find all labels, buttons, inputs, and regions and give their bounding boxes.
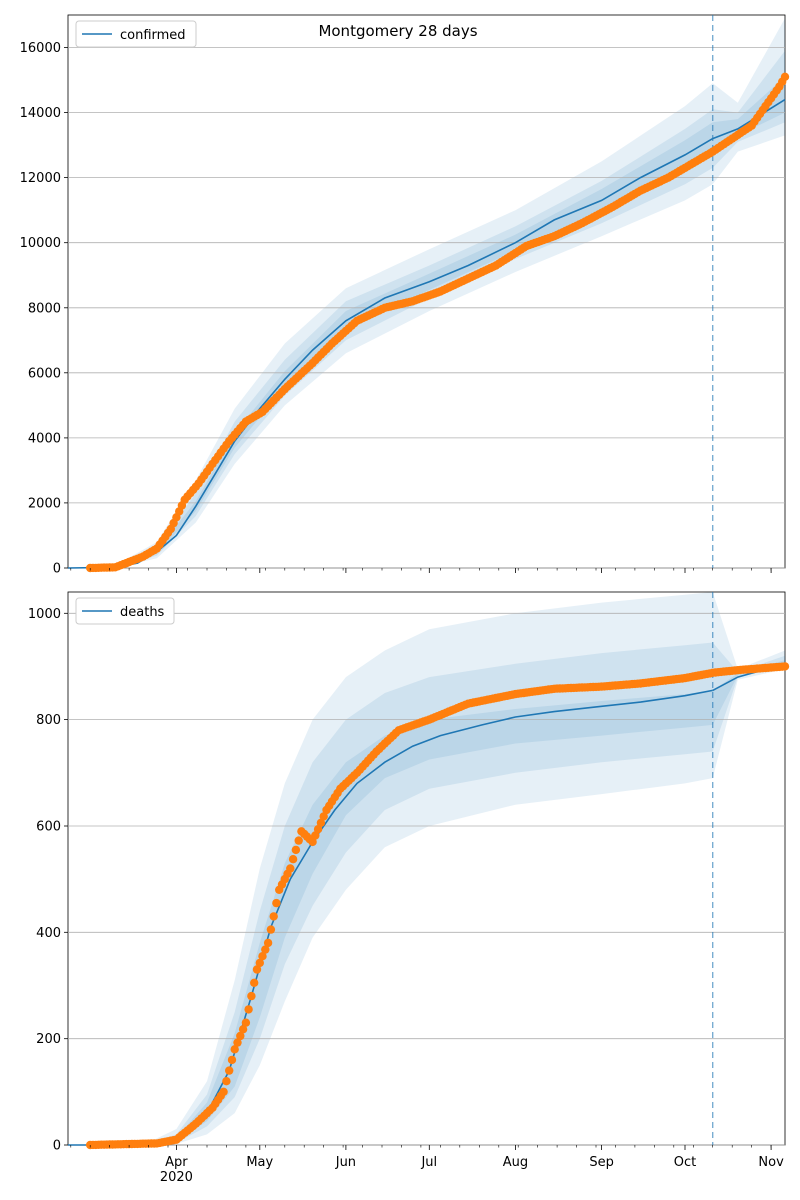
chart-title: Montgomery 28 days [318,22,477,40]
confirmed-x-axis [70,568,772,573]
observed-point [291,845,301,855]
observed-point [316,818,326,827]
observed-point [230,1045,239,1054]
observed-point [263,938,273,948]
observed-point [233,1038,242,1047]
observed-point [238,1025,248,1034]
observed-point [250,978,259,987]
y-tick-label: 0 [53,562,61,577]
x-tick-label: May [246,1155,273,1170]
observed-point [286,864,295,873]
legend-box [75,597,175,625]
x-tick-label: Oct [674,1155,696,1170]
observed-point [272,898,281,908]
legend-label-confirmed: confirmed [120,28,186,43]
deaths-observed-points [86,662,790,1150]
y-tick-label: 0 [53,1139,61,1154]
band-outer-fit [115,83,713,569]
y-tick-label: 600 [36,820,61,835]
confirmed-y-axis: 0 2000 4000 6000 8000 10000 12000 14000 16000 [20,41,68,577]
y-tick-label: 16000 [20,41,61,56]
deaths-y-axis: 0 200 400 600 800 1000 [28,607,68,1154]
legend-label-deaths: deaths [120,605,165,620]
y-tick-label: 1000 [28,607,61,622]
y-tick-label: 8000 [28,301,61,316]
y-tick-label: 2000 [28,496,61,511]
band-middle-fit [115,109,713,569]
observed-point [236,1031,245,1041]
x-tick-label: Sep [589,1155,614,1170]
observed-point [313,825,323,834]
observed-point [227,1055,237,1065]
observed-point [222,1077,231,1086]
observed-point [780,662,790,671]
observed-point [269,912,278,921]
observed-point [288,855,298,864]
x-tick-label: Jul [420,1155,437,1170]
observed-point [225,1066,234,1075]
deaths-gridlines [68,612,785,1146]
x-tick-label: Nov [758,1155,784,1170]
confirmed-legend: confirmed [75,20,197,48]
observed-point [244,1005,253,1014]
observed-point [258,952,267,961]
y-tick-label: 14000 [20,106,61,121]
band-outer-forecast [712,592,785,779]
observed-point [266,925,276,934]
x-tick-label: Apr [165,1155,188,1170]
y-tick-label: 200 [36,1032,61,1047]
x-tick-label: Aug [503,1155,528,1170]
deaths-legend: deaths [75,597,175,625]
observed-point [780,72,790,82]
y-tick-label: 400 [36,926,61,941]
observed-point [247,991,256,1001]
observed-point [311,831,320,840]
band-middle-fit [143,642,713,1145]
y-tick-label: 10000 [20,236,61,251]
y-tick-label: 4000 [28,431,61,446]
model-median-line-forecast [712,98,786,140]
band-inner-forecast [712,660,785,725]
observed-point [255,958,264,968]
observed-point [252,965,262,974]
band-inner-fit [115,122,713,568]
observed-point [294,836,303,845]
observed-point [319,812,328,821]
confirmed-credible-bands [115,18,785,569]
y-tick-label: 6000 [28,366,61,381]
x-tick-label: Jun [335,1155,356,1170]
x-tick-label: 2020 [160,1170,193,1185]
observed-point [261,945,270,954]
observed-point [308,837,317,847]
observed-point [241,1018,251,1027]
y-tick-label: 12000 [20,171,61,186]
confirmed-observed-points [86,72,790,573]
confirmed-panel: 0 2000 4000 6000 8000 10000 12000 14000 16000 Mo… [20,14,790,577]
legend-box [75,20,197,48]
band-outer-fit [143,592,713,1145]
observed-point [219,1087,228,1097]
y-tick-label: 800 [36,713,61,728]
